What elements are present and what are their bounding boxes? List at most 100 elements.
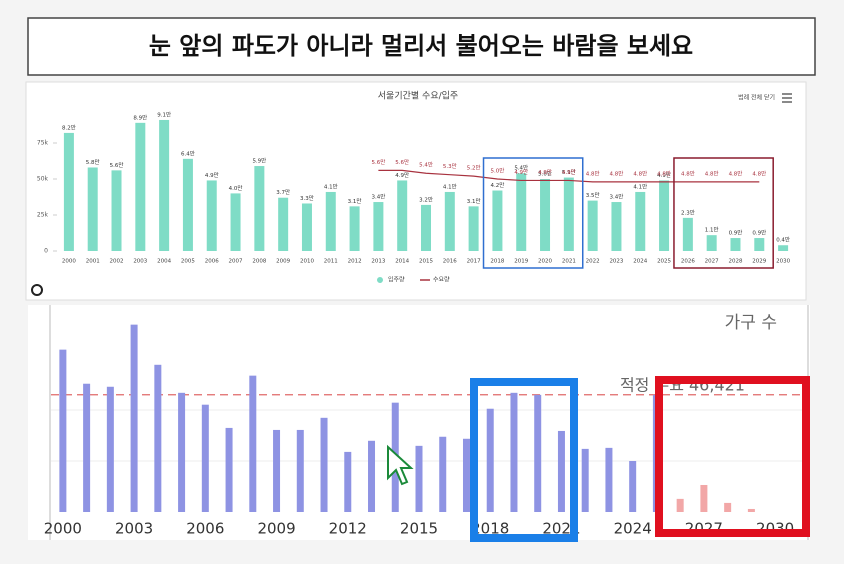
- x-tick-label: 2007: [229, 259, 243, 265]
- bar: [747, 508, 755, 512]
- bar: [373, 202, 384, 251]
- bar: [778, 245, 789, 251]
- x-tick-label: 2014: [395, 259, 409, 265]
- value-label: 3.7만: [276, 188, 290, 196]
- chart1-panel: [25, 81, 807, 301]
- value-label: 3.4만: [610, 193, 624, 201]
- bar: [468, 206, 479, 251]
- bar: [682, 217, 693, 251]
- x-tick-label: 2009: [257, 520, 295, 538]
- x-tick-label: 2015: [419, 259, 433, 265]
- x-tick-label: 2018: [490, 259, 504, 265]
- x-tick-label: 2010: [300, 259, 314, 265]
- bar: [206, 180, 217, 251]
- bar: [254, 166, 265, 251]
- bar: [439, 436, 447, 512]
- x-tick-label: 2023: [609, 259, 623, 265]
- x-tick-label: 2000: [44, 520, 82, 538]
- value-label: 4.1만: [443, 182, 457, 190]
- x-tick-label: 2006: [186, 520, 224, 538]
- y-tick-label: 25k: [37, 212, 49, 219]
- bar: [83, 383, 91, 512]
- bar: [106, 386, 114, 512]
- legend-toggle[interactable]: 범례 전체 닫기: [738, 94, 775, 102]
- highlight-box: [470, 378, 578, 542]
- x-tick-label: 2019: [514, 259, 528, 265]
- bar: [540, 179, 551, 251]
- highlight-box: [482, 157, 584, 269]
- page-title: 눈 앞의 파도가 아니라 멀리서 불어오는 바람을 보세요: [149, 32, 693, 60]
- bar: [63, 132, 74, 251]
- x-tick-label: 2020: [538, 259, 552, 265]
- x-tick-label: 2012: [329, 520, 367, 538]
- line: [378, 169, 760, 183]
- highlight-box: [673, 157, 774, 269]
- bar: [676, 498, 684, 512]
- x-tick-label: 2028: [728, 259, 742, 265]
- cursor: [387, 444, 414, 486]
- bar: [510, 392, 518, 512]
- y-tick-label: 0: [44, 248, 48, 255]
- bar: [111, 170, 122, 251]
- legend-label: 수요량: [433, 277, 450, 284]
- bar: [368, 440, 376, 512]
- bar: [278, 197, 289, 251]
- value-label: 4.8만: [705, 169, 719, 177]
- x-tick-label: 2024: [633, 259, 647, 265]
- x-tick-label: 2000: [62, 259, 76, 265]
- x-tick-label: 2005: [181, 259, 195, 265]
- bar: [159, 119, 170, 252]
- x-tick-label: 2009: [276, 259, 290, 265]
- x-tick-label: 2021: [562, 259, 576, 265]
- bar: [154, 364, 162, 512]
- value-label: 5.8만: [86, 158, 100, 166]
- y-tick-label: 50k: [37, 176, 49, 183]
- menu-icon[interactable]: [782, 93, 792, 103]
- value-label: 4.1만: [324, 182, 338, 190]
- x-tick-label: 2030: [776, 259, 790, 265]
- bar: [534, 394, 542, 512]
- bar: [730, 238, 741, 251]
- value-label: 5.1만: [562, 168, 576, 176]
- bar: [201, 404, 209, 512]
- bar: [397, 180, 408, 251]
- x-tick-label: 2012: [348, 259, 362, 265]
- value-label: 4.8만: [586, 169, 600, 177]
- x-tick-label: 2003: [115, 520, 153, 538]
- value-label: 3.3만: [300, 194, 314, 202]
- value-label: 0.9만: [729, 229, 743, 237]
- value-label: 5.6만: [110, 161, 124, 169]
- bar: [706, 235, 717, 251]
- value-label: 4.9만: [657, 171, 671, 179]
- value-label: 0.9만: [752, 229, 766, 237]
- x-tick-label: 2002: [110, 259, 124, 265]
- value-label: 6.4만: [181, 149, 195, 157]
- bar: [249, 375, 257, 512]
- x-tick-label: 2026: [681, 259, 695, 265]
- value-label: 5.6만: [395, 158, 409, 166]
- bar: [230, 193, 241, 251]
- y-tick-label: 75k: [37, 140, 49, 147]
- x-tick-label: 2008: [252, 259, 266, 265]
- value-label: 4.9만: [395, 171, 409, 179]
- value-label: 4.8만: [610, 169, 624, 177]
- value-label: 4.8만: [752, 169, 766, 177]
- bar: [225, 427, 233, 512]
- bar: [444, 191, 455, 251]
- value-label: 4.8만: [729, 169, 743, 177]
- bar: [635, 191, 646, 251]
- x-tick-label: 2011: [324, 259, 338, 265]
- value-label: 5.6만: [371, 158, 385, 166]
- bar: [724, 502, 732, 512]
- bar: [700, 484, 708, 512]
- bar: [516, 173, 527, 251]
- logo: [31, 284, 43, 296]
- value-label: 4.8만: [657, 169, 671, 177]
- value-label: 4.9만: [205, 171, 219, 179]
- bar: [325, 191, 336, 251]
- value-label: 3.4만: [371, 193, 385, 201]
- bar: [492, 190, 503, 251]
- bar: [605, 447, 613, 512]
- bar: [59, 349, 67, 512]
